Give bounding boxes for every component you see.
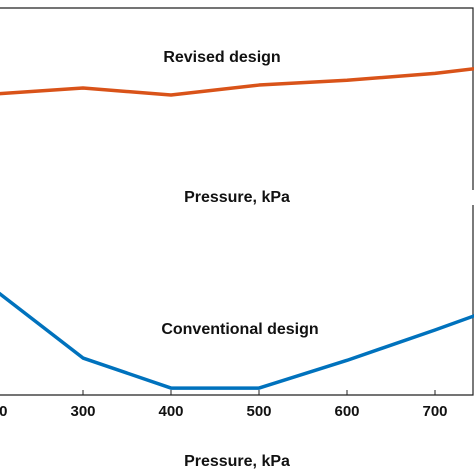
x-tick-label: 200 <box>0 403 8 420</box>
axes-frame <box>0 205 474 396</box>
x-tick-label: 300 <box>70 403 95 420</box>
x-tick-label: 500 <box>246 403 271 420</box>
series-line <box>0 291 474 390</box>
x-axis-label: Pressure, kPa <box>184 189 290 206</box>
x-tick-label: 600 <box>334 403 359 420</box>
axes-frame <box>0 7 474 190</box>
x-tick-label: 700 <box>422 403 447 420</box>
annotation: Revised design <box>163 49 280 66</box>
x-axis-label: Pressure, kPa <box>184 453 290 470</box>
series-line <box>0 67 474 97</box>
x-tick-label: 400 <box>158 403 183 420</box>
annotation: Conventional design <box>161 321 318 338</box>
